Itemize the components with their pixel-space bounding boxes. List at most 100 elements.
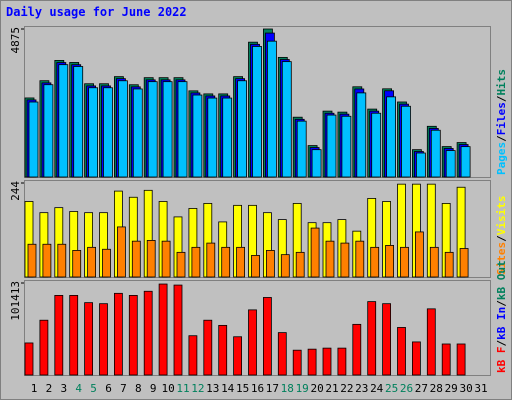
x-tick-label: 28 — [430, 382, 443, 395]
x-tick-label: 8 — [135, 382, 142, 395]
x-tick-label: 25 — [385, 382, 398, 395]
bar — [73, 66, 84, 178]
x-tick-label: 23 — [355, 382, 368, 395]
bar — [385, 245, 395, 278]
x-tick-label: 5 — [90, 382, 97, 395]
bar — [411, 341, 421, 376]
legend-entry: Pages — [495, 142, 508, 175]
x-tick-label: 15 — [236, 382, 249, 395]
bar — [237, 80, 248, 178]
legend-entry: kB Out — [495, 260, 508, 300]
bar — [233, 336, 243, 376]
x-tick-label: 22 — [340, 382, 353, 395]
bar — [28, 101, 39, 178]
x-tick-label: 27 — [415, 382, 428, 395]
x-tick-label: 14 — [221, 382, 235, 395]
bar — [69, 295, 79, 376]
legend-entry: kB In — [495, 307, 508, 340]
bar — [203, 319, 213, 376]
x-tick-label: 4 — [75, 382, 82, 395]
bar — [191, 246, 201, 278]
legend-separator: / — [495, 95, 508, 102]
bar — [367, 301, 377, 376]
bar — [131, 240, 141, 278]
bar — [248, 309, 257, 376]
bar — [265, 250, 275, 278]
bar — [39, 319, 49, 376]
x-tick-label: 11 — [176, 382, 189, 395]
bar — [459, 248, 469, 278]
legend: kB F/kB In/kB Out — [495, 260, 508, 373]
bar — [162, 81, 173, 178]
bar — [456, 343, 466, 376]
x-tick-label: 9 — [150, 382, 157, 395]
bar — [382, 303, 392, 376]
bar — [146, 240, 156, 278]
bar — [292, 349, 302, 376]
legend-separator: / — [495, 135, 508, 142]
bar — [460, 146, 471, 178]
bar — [177, 81, 188, 178]
y-tick-label: 244 — [9, 181, 22, 201]
bar — [42, 243, 52, 278]
bar — [262, 297, 272, 376]
legend-entry: Hits — [495, 69, 508, 96]
bar — [128, 295, 138, 376]
legend-entry: Visits — [495, 196, 508, 236]
bar — [352, 323, 362, 376]
bar — [207, 97, 218, 178]
bar — [236, 246, 246, 278]
legend-separator: / — [495, 235, 508, 242]
bar — [221, 246, 231, 278]
bar — [173, 284, 183, 376]
bar — [281, 61, 292, 178]
bar — [251, 255, 260, 278]
bar — [355, 240, 365, 278]
bar — [58, 64, 69, 178]
bar — [176, 251, 186, 278]
bar — [430, 129, 441, 178]
bar — [307, 348, 317, 376]
bar — [103, 87, 113, 178]
bar — [445, 150, 456, 178]
bar — [337, 347, 347, 376]
bar — [401, 105, 411, 178]
bar — [117, 226, 126, 278]
x-tick-label: 17 — [266, 382, 279, 395]
chart-title: Daily usage for June 2022 — [6, 5, 187, 19]
bar — [206, 242, 216, 278]
x-tick-label: 29 — [445, 382, 458, 395]
bar — [429, 246, 439, 278]
y-tick-label: 4875 — [9, 27, 22, 54]
bar — [341, 115, 352, 178]
x-tick-label: 12 — [191, 382, 204, 395]
bar — [84, 302, 93, 376]
x-tick-label: 30 — [459, 382, 472, 395]
bar — [88, 87, 98, 178]
x-tick-label: 7 — [120, 382, 127, 395]
legend-separator: / — [495, 300, 508, 307]
bar — [87, 246, 96, 278]
bar — [57, 243, 67, 278]
bar — [371, 112, 382, 178]
legend-entry: Sites — [495, 242, 508, 275]
x-tick-label: 1 — [31, 382, 38, 395]
bar — [311, 149, 322, 178]
bar — [54, 295, 64, 376]
x-tick-label: 21 — [325, 382, 338, 395]
x-tick-label: 6 — [105, 382, 112, 395]
bar — [222, 97, 233, 178]
bar — [325, 240, 335, 278]
bar — [114, 292, 123, 376]
legend-entry: kB F — [495, 347, 508, 374]
bar — [99, 303, 108, 376]
bar — [192, 94, 203, 178]
x-tick-label: 2 — [46, 382, 53, 395]
bar — [386, 96, 397, 178]
x-tick-label: 16 — [251, 382, 264, 395]
x-tick-label: 18 — [281, 382, 294, 395]
bar — [356, 92, 367, 178]
bar — [322, 347, 332, 376]
